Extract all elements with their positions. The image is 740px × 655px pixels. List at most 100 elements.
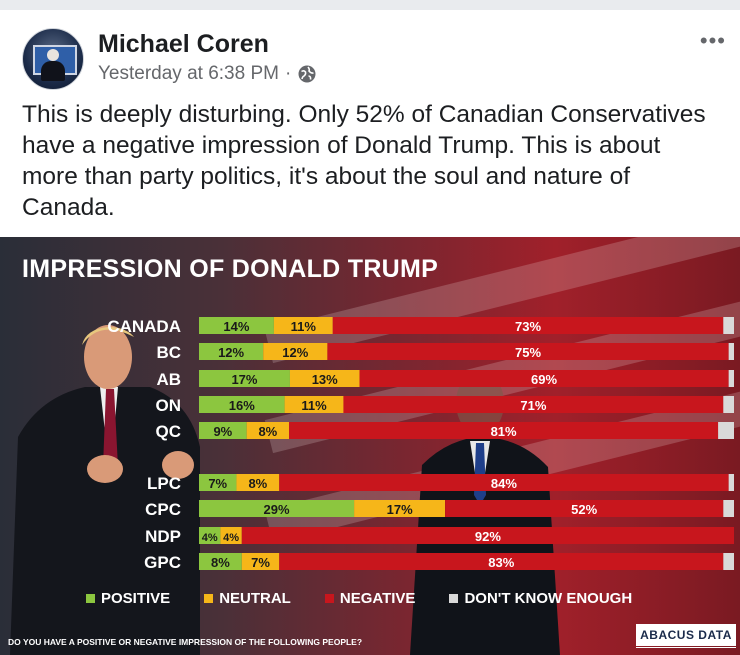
bar-negative-canada (332, 317, 724, 334)
bar-positive-bc (199, 343, 264, 360)
data-label-neutral-qc: 8% (258, 424, 277, 439)
bar-negative-gpc (279, 553, 724, 570)
bar-negative-on (343, 396, 724, 413)
bar-neutral-cpc (354, 500, 446, 517)
bar-don-t-know-enough-gpc (723, 553, 734, 570)
bar-neutral-bc (263, 343, 328, 360)
legend-item-positive: POSITIVE (86, 590, 170, 607)
post-text: This is deeply disturbing. Only 52% of C… (22, 101, 706, 221)
category-label-cpc: CPC (145, 500, 181, 519)
bar-positive-lpc (199, 474, 237, 491)
bar-don-t-know-enough-cpc (723, 500, 734, 517)
data-label-positive-cpc: 29% (264, 502, 290, 517)
bar-positive-qc (199, 422, 247, 439)
legend-swatch-negative (324, 594, 334, 603)
category-label-lpc: LPC (147, 474, 181, 493)
bar-positive-ndp (199, 527, 221, 544)
top-divider (0, 0, 740, 10)
data-label-neutral-ab: 13% (312, 372, 338, 387)
data-label-negative-canada: 73% (515, 319, 541, 334)
data-label-neutral-cpc: 17% (387, 502, 413, 517)
category-label-ndp: NDP (145, 527, 181, 546)
avatar-head (47, 49, 59, 61)
data-label-negative-gpc: 83% (488, 555, 514, 570)
legend-swatch-dont-know (449, 594, 459, 603)
legend-label-negative: NEGATIVE (339, 590, 416, 607)
category-label-bc: BC (156, 343, 181, 362)
meta-separator: · (284, 63, 292, 84)
author-name[interactable]: Michael Coren (98, 30, 269, 58)
bar-neutral-ab (289, 370, 360, 387)
avatar[interactable] (22, 28, 84, 90)
data-label-neutral-gpc: 7% (251, 555, 270, 570)
bar-don-t-know-enough-ab (728, 370, 734, 387)
source-logo: ABACUS DATA (636, 624, 736, 646)
bar-don-t-know-enough-on (723, 396, 734, 413)
globe-icon[interactable] (297, 64, 317, 84)
bar-neutral-lpc (236, 474, 280, 491)
more-options-button[interactable]: ••• (699, 28, 726, 53)
bar-neutral-on (284, 396, 344, 413)
bar-neutral-qc (246, 422, 290, 439)
category-label-gpc: GPC (144, 553, 181, 572)
post-timestamp[interactable]: Yesterday at 6:38 PM (98, 63, 279, 84)
post-meta: Yesterday at 6:38 PM · (98, 63, 317, 85)
bar-positive-ab (199, 370, 290, 387)
bar-negative-qc (289, 422, 719, 439)
data-label-neutral-on: 11% (301, 398, 327, 413)
data-label-positive-canada: 14% (223, 319, 249, 334)
bar-don-t-know-enough-lpc (728, 474, 734, 491)
data-label-neutral-lpc: 8% (248, 476, 267, 491)
bar-negative-ndp (241, 527, 735, 544)
bar-negative-cpc (445, 500, 724, 517)
legend-item-negative: NEGATIVE (324, 590, 416, 607)
survey-question: DO YOU HAVE A POSITIVE OR NEGATIVE IMPRE… (8, 637, 363, 647)
legend-label-positive: POSITIVE (101, 590, 171, 607)
bar-negative-ab (359, 370, 729, 387)
data-label-negative-on: 71% (520, 398, 546, 413)
data-label-positive-gpc: 8% (211, 555, 230, 570)
legend-swatch-positive (86, 594, 95, 603)
data-label-positive-qc: 9% (213, 424, 232, 439)
bar-negative-bc (327, 343, 729, 360)
bar-neutral-gpc (241, 553, 280, 570)
avatar-body (41, 61, 65, 81)
data-label-negative-lpc: 84% (491, 476, 517, 491)
legend-item-dont-know: DON'T KNOW ENOUGH (449, 590, 632, 607)
bar-positive-gpc (199, 553, 242, 570)
data-label-positive-ab: 17% (231, 372, 257, 387)
chart-image[interactable]: IMPRESSION OF DONALD TRUMP CANADA 14% 11% 7… (0, 237, 740, 655)
legend-label-dont-know: DON'T KNOW ENOUGH (464, 590, 633, 607)
legend-swatch-neutral (204, 594, 214, 603)
bar-negative-lpc (279, 474, 729, 491)
data-label-positive-lpc: 7% (208, 476, 227, 491)
data-label-negative-cpc: 52% (571, 502, 597, 517)
data-label-neutral-bc: 12% (282, 345, 308, 360)
chart-legend: POSITIVE NEUTRAL NEGATIVE DON'T KNOW ENO… (86, 590, 632, 607)
data-label-negative-bc: 75% (515, 345, 541, 360)
category-label-ab: AB (156, 370, 181, 389)
bar-positive-canada (199, 317, 274, 334)
data-label-positive-bc: 12% (218, 345, 244, 360)
data-label-positive-on: 16% (229, 398, 255, 413)
bar-don-t-know-enough-bc (728, 343, 734, 360)
bar-positive-cpc (199, 500, 355, 517)
source-logo-underline (636, 647, 736, 648)
bar-don-t-know-enough-qc (718, 422, 734, 439)
legend-item-neutral: NEUTRAL (204, 590, 291, 607)
data-label-neutral-canada: 11% (291, 319, 317, 334)
person-left-figure (10, 325, 200, 655)
category-label-on: ON (156, 396, 182, 415)
bar-positive-on (199, 396, 285, 413)
chart-title: IMPRESSION OF DONALD TRUMP (22, 255, 439, 283)
bar-neutral-ndp (220, 527, 242, 544)
stacked-bar-chart: CANADA 14% 11% 73% BC 12% 12% 75% AB 17% 13% 69% ON 1… (107, 317, 735, 572)
category-label-canada: CANADA (107, 317, 181, 336)
data-label-negative-ndp: 92% (475, 529, 501, 544)
legend-label-neutral: NEUTRAL (219, 590, 291, 607)
bar-don-t-know-enough-canada (723, 317, 734, 334)
data-label-positive-ndp: 4% (202, 532, 218, 544)
data-label-neutral-ndp: 4% (223, 532, 239, 544)
category-label-qc: QC (156, 422, 182, 441)
bar-neutral-canada (273, 317, 333, 334)
